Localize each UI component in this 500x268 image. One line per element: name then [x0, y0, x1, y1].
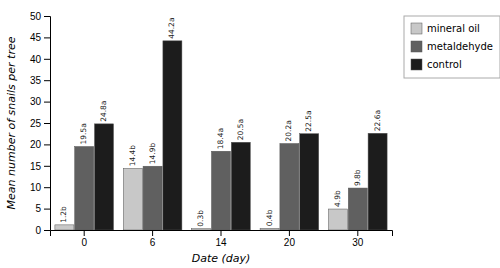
- y-tick: 5: [35, 203, 50, 214]
- x-tick-label: 14: [215, 237, 227, 248]
- data-label: 9.8b: [353, 169, 362, 186]
- bar: [143, 166, 162, 230]
- x-tick-mark: [152, 230, 153, 236]
- y-tick-mark: [44, 230, 50, 231]
- data-label: 14.9b: [148, 143, 157, 165]
- x-tick-label: 20: [284, 237, 296, 248]
- legend-label: metaldehyde: [427, 41, 493, 52]
- bar: [348, 188, 367, 230]
- bar: [328, 209, 347, 230]
- x-axis-line: [51, 231, 393, 237]
- bar: [300, 134, 319, 230]
- y-tick: 40: [30, 54, 50, 65]
- y-tick-mark: [44, 209, 50, 210]
- x-axis-title: Date (day): [192, 252, 251, 265]
- y-tick-mark: [44, 80, 50, 81]
- y-tick: 50: [30, 11, 50, 22]
- y-tick: 30: [30, 96, 50, 107]
- y-tick: 45: [30, 32, 50, 43]
- y-tick-label: 50: [30, 11, 42, 22]
- y-tick-label: 30: [30, 96, 42, 107]
- bar: [75, 147, 94, 230]
- x-tick: 6: [150, 230, 156, 248]
- legend-item: mineral oil: [411, 23, 480, 34]
- bar: [94, 124, 113, 230]
- data-label: 22.6a: [373, 110, 382, 131]
- y-tick-label: 45: [30, 32, 42, 43]
- data-label: 4.9b: [333, 190, 342, 207]
- y-tick: 25: [30, 118, 50, 129]
- bar: [231, 142, 250, 230]
- bar: [55, 225, 74, 230]
- y-tick-mark: [44, 59, 50, 60]
- plot: 0 5 10 15 20 25 30 35 40 45 50 0 6 14 20 30 1.2b 14.4b 0.3…: [30, 11, 393, 248]
- y-tick: 35: [30, 75, 50, 86]
- y-tick-label: 5: [35, 203, 41, 214]
- y-tick-mark: [44, 144, 50, 145]
- y-tick-label: 20: [30, 139, 42, 150]
- y-tick-label: 25: [30, 118, 42, 129]
- legend-item: control: [411, 59, 462, 70]
- bar: [260, 228, 279, 230]
- bar: [280, 144, 299, 230]
- y-tick-mark: [44, 102, 50, 103]
- data-label: 0.4b: [265, 209, 274, 226]
- legend-swatch: [411, 59, 422, 70]
- y-tick: 0: [35, 225, 50, 236]
- data-label: 22.5a: [304, 110, 313, 131]
- y-axis-title: Mean number of snails per tree: [5, 36, 18, 209]
- bar: [368, 133, 387, 230]
- x-tick: 0: [81, 230, 87, 248]
- y-tick-label: 0: [35, 225, 41, 236]
- x-tick-mark: [84, 230, 85, 236]
- y-axis-line: [44, 17, 51, 231]
- data-label: 18.4a: [216, 128, 225, 149]
- bar: [192, 229, 211, 230]
- data-label: 44.2a: [167, 18, 176, 39]
- data-label: 19.5a: [79, 123, 88, 144]
- x-tick-label: 30: [352, 237, 364, 248]
- y-tick-label: 40: [30, 54, 42, 65]
- y-tick-mark: [44, 37, 50, 38]
- data-label: 1.2b: [59, 206, 68, 223]
- x-tick-mark: [221, 230, 222, 236]
- data-label: 20.2a: [284, 120, 293, 141]
- y-tick-label: 15: [30, 161, 42, 172]
- y-tick-mark: [44, 187, 50, 188]
- data-label: 20.5a: [236, 119, 245, 140]
- legend-item: metaldehyde: [411, 41, 493, 52]
- chart: 0 5 10 15 20 25 30 35 40 45 50 0 6 14 20 30 1.2b 14.4b 0.3…: [0, 0, 500, 268]
- x-tick-label: 0: [81, 237, 87, 248]
- legend-label: control: [427, 59, 462, 70]
- legend-swatch: [411, 23, 422, 34]
- x-tick: 20: [284, 230, 296, 248]
- bars: [55, 41, 387, 230]
- x-axis: 0 6 14 20 30: [51, 230, 393, 248]
- y-tick: 15: [30, 161, 50, 172]
- bar: [123, 168, 142, 230]
- x-tick-label: 6: [150, 237, 156, 248]
- y-tick: 10: [30, 182, 50, 193]
- legend-label: mineral oil: [427, 23, 480, 34]
- y-tick-label: 10: [30, 182, 42, 193]
- y-tick-mark: [44, 166, 50, 167]
- y-tick-label: 35: [30, 75, 42, 86]
- legend-frame: [404, 16, 500, 78]
- data-labels: 1.2b 14.4b 0.3b 0.4b 4.9b 19.5a 14.9b 18.4a 20.2…: [59, 18, 381, 227]
- y-tick: 20: [30, 139, 50, 150]
- legend-swatch: [411, 41, 422, 52]
- bar: [211, 151, 230, 230]
- data-label: 0.3b: [196, 210, 205, 227]
- legend: mineral oil metaldehyde control: [404, 16, 500, 78]
- data-label: 14.4b: [128, 145, 137, 167]
- x-tick-mark: [289, 230, 290, 236]
- y-axis: 0 5 10 15 20 25 30 35 40 45 50: [30, 11, 51, 236]
- y-tick-mark: [44, 123, 50, 124]
- x-tick: 30: [352, 230, 364, 248]
- x-tick: 14: [215, 230, 227, 248]
- data-label: 24.8a: [99, 101, 108, 122]
- x-tick-mark: [357, 230, 358, 236]
- y-tick-mark: [44, 16, 50, 17]
- bar: [163, 41, 182, 230]
